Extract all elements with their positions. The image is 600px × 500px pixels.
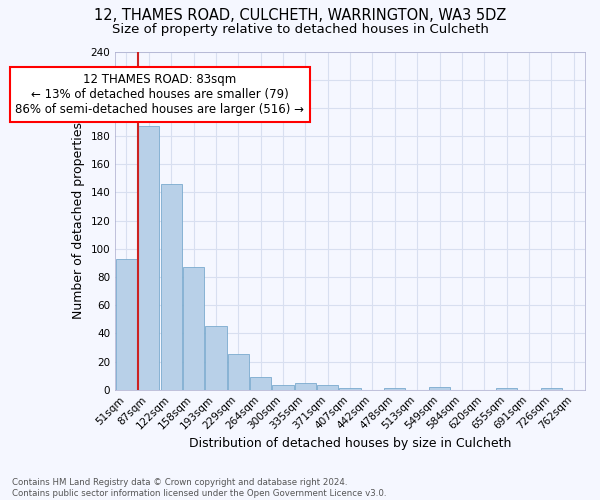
Bar <box>541 388 562 390</box>
Bar <box>272 386 293 390</box>
Text: 12, THAMES ROAD, CULCHETH, WARRINGTON, WA3 5DZ: 12, THAMES ROAD, CULCHETH, WARRINGTON, W… <box>94 8 506 22</box>
Bar <box>161 184 182 390</box>
Bar <box>384 388 406 390</box>
Text: Size of property relative to detached houses in Culcheth: Size of property relative to detached ho… <box>112 22 488 36</box>
Text: 12 THAMES ROAD: 83sqm
← 13% of detached houses are smaller (79)
86% of semi-deta: 12 THAMES ROAD: 83sqm ← 13% of detached … <box>16 72 304 116</box>
Y-axis label: Number of detached properties: Number of detached properties <box>72 122 85 319</box>
Bar <box>340 388 361 390</box>
X-axis label: Distribution of detached houses by size in Culcheth: Distribution of detached houses by size … <box>189 437 511 450</box>
Bar <box>250 377 271 390</box>
Bar <box>138 126 160 390</box>
Bar <box>116 258 137 390</box>
Text: Contains HM Land Registry data © Crown copyright and database right 2024.
Contai: Contains HM Land Registry data © Crown c… <box>12 478 386 498</box>
Bar <box>227 354 249 390</box>
Bar <box>295 382 316 390</box>
Bar <box>496 388 517 390</box>
Bar <box>429 387 450 390</box>
Bar <box>183 267 204 390</box>
Bar <box>317 386 338 390</box>
Bar <box>205 326 227 390</box>
